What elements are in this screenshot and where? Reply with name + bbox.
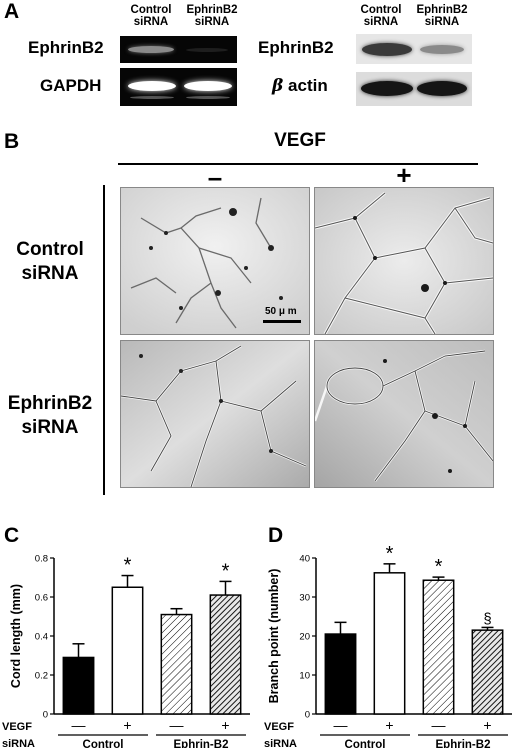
y-tick-label: 0.6 <box>35 593 48 604</box>
rtpcr-gel-ephrinb2 <box>120 36 237 63</box>
gel-col-header-control-line1: Control <box>130 4 172 16</box>
group-label: Ephrin-B2 <box>174 739 229 748</box>
y-tick-label: 10 <box>299 671 310 682</box>
vegf-sign: — <box>72 717 86 733</box>
bar-4 <box>471 629 504 715</box>
gel-band <box>184 81 232 91</box>
gel-col-header-control-line2: siRNA <box>133 16 169 28</box>
y-tick-label: 20 <box>299 632 310 643</box>
gel-row-label-gapdh: GAPDH <box>40 76 102 95</box>
micrograph-control-plus <box>314 187 494 335</box>
y-tick-label: 30 <box>299 593 310 604</box>
blot-band <box>417 81 467 96</box>
panel-c-letter: C <box>4 524 20 547</box>
wb-col-header-ephrin-line2: siRNA <box>424 16 460 28</box>
gel-band <box>186 96 230 99</box>
gel-col-header-ephrin-line2: siRNA <box>194 16 230 28</box>
gel-col-header-ephrin: EphrinB2 siRNA <box>182 4 242 28</box>
bar-3 <box>160 613 193 715</box>
significance-marker: * <box>435 556 443 578</box>
wb-col-header-ephrin-line1: EphrinB2 <box>416 4 468 16</box>
row-label-ephrin-line1: EphrinB2 <box>7 393 93 414</box>
y-tick-label: 0 <box>305 710 310 721</box>
y-tick-label: 0.8 <box>35 554 48 565</box>
gel-row-label-ephrinb2: EphrinB2 <box>28 38 104 57</box>
row-label-sirna: siRNA <box>2 738 35 748</box>
y-axis-label: Cord length (mm) <box>9 584 23 688</box>
wb-row-label-ephrinb2: EphrinB2 <box>258 38 334 57</box>
gel-col-header-control: Control siRNA <box>120 4 182 28</box>
wb-row-label-beta: β <box>272 76 284 96</box>
bar-3 <box>422 579 455 715</box>
wb-col-header-ephrin: EphrinB2 siRNA <box>410 4 474 28</box>
row-label-vegf: VEGF <box>2 721 32 733</box>
row-label-sirna: siRNA <box>264 738 297 748</box>
y-tick-label: 40 <box>299 554 310 565</box>
scale-bar-label: 50 μ m <box>265 306 297 317</box>
gel-col-header-ephrin-line1: EphrinB2 <box>186 4 238 16</box>
row-label-control-sirna: Control siRNA <box>4 238 96 286</box>
vegf-sign: + <box>385 717 393 733</box>
bar-4 <box>209 594 242 715</box>
y-axis-label: Branch point (number) <box>267 569 281 704</box>
vegf-sign: + <box>123 717 131 733</box>
western-blot-actin <box>356 72 472 106</box>
vegf-minus-label: – <box>207 162 223 192</box>
vegf-sign: + <box>483 717 491 733</box>
significance-marker: * <box>386 543 394 565</box>
panel-d-letter: D <box>268 524 284 547</box>
vegf-sign: — <box>334 717 348 733</box>
significance-marker: * <box>124 555 132 577</box>
bar-2 <box>373 572 406 715</box>
row-label-ephrinb2-sirna: EphrinB2 siRNA <box>2 392 98 440</box>
row-label-control-line2: siRNA <box>21 263 79 284</box>
micrograph-ephrin-minus <box>120 340 310 488</box>
wb-row-label-actin-text: actin <box>288 76 328 95</box>
row-label-vegf: VEGF <box>264 721 294 733</box>
gel-band <box>186 48 228 52</box>
wb-col-header-control-line2: siRNA <box>363 16 399 28</box>
panel-b-vertical-line <box>103 185 105 495</box>
gel-band <box>130 96 174 99</box>
significance-marker: § <box>483 610 491 627</box>
panel-a-letter: A <box>4 0 20 23</box>
y-tick-label: 0.4 <box>35 632 48 643</box>
bar-1 <box>324 633 357 715</box>
group-label: Control <box>83 739 124 748</box>
wb-col-header-control-line1: Control <box>360 4 402 16</box>
micrograph-ephrin-plus <box>314 340 494 488</box>
vegf-sign: — <box>432 717 446 733</box>
wb-row-label-actin: β actin <box>272 76 328 96</box>
chart-branch-point: 0 10 20 30 40 Branch point (number) — * + * — § + VEG… <box>264 543 512 748</box>
y-tick-label: 0 <box>43 710 48 721</box>
significance-marker: * <box>222 560 230 582</box>
western-blot-ephrinb2 <box>356 34 472 64</box>
group-label: Ephrin-B2 <box>436 739 491 748</box>
bar-1 <box>62 656 95 715</box>
blot-band <box>361 81 413 96</box>
vegf-header-line <box>118 163 478 165</box>
row-label-control-line1: Control <box>16 239 84 260</box>
row-label-ephrin-line2: siRNA <box>21 417 79 438</box>
bar-2 <box>111 586 144 715</box>
panel-b-letter: B <box>4 130 20 153</box>
micrograph-control-minus: 50 μ m <box>120 187 310 335</box>
group-label: Control <box>345 739 386 748</box>
chart-cord-length: 0 0.2 0.4 0.6 0.8 Cord length (mm) — * + — * + VEGF s… <box>2 554 250 748</box>
vegf-header: VEGF <box>274 130 326 151</box>
wb-col-header-control: Control siRNA <box>352 4 410 28</box>
gel-band <box>128 46 174 53</box>
vegf-sign: + <box>221 717 229 733</box>
blot-band <box>420 45 464 54</box>
vegf-plus-label: + <box>396 160 412 190</box>
vegf-sign: — <box>170 717 184 733</box>
rtpcr-gel-gapdh <box>120 68 237 106</box>
y-tick-label: 0.2 <box>35 671 48 682</box>
blot-band <box>362 43 412 56</box>
gel-band <box>128 81 176 91</box>
scale-bar <box>263 320 301 323</box>
